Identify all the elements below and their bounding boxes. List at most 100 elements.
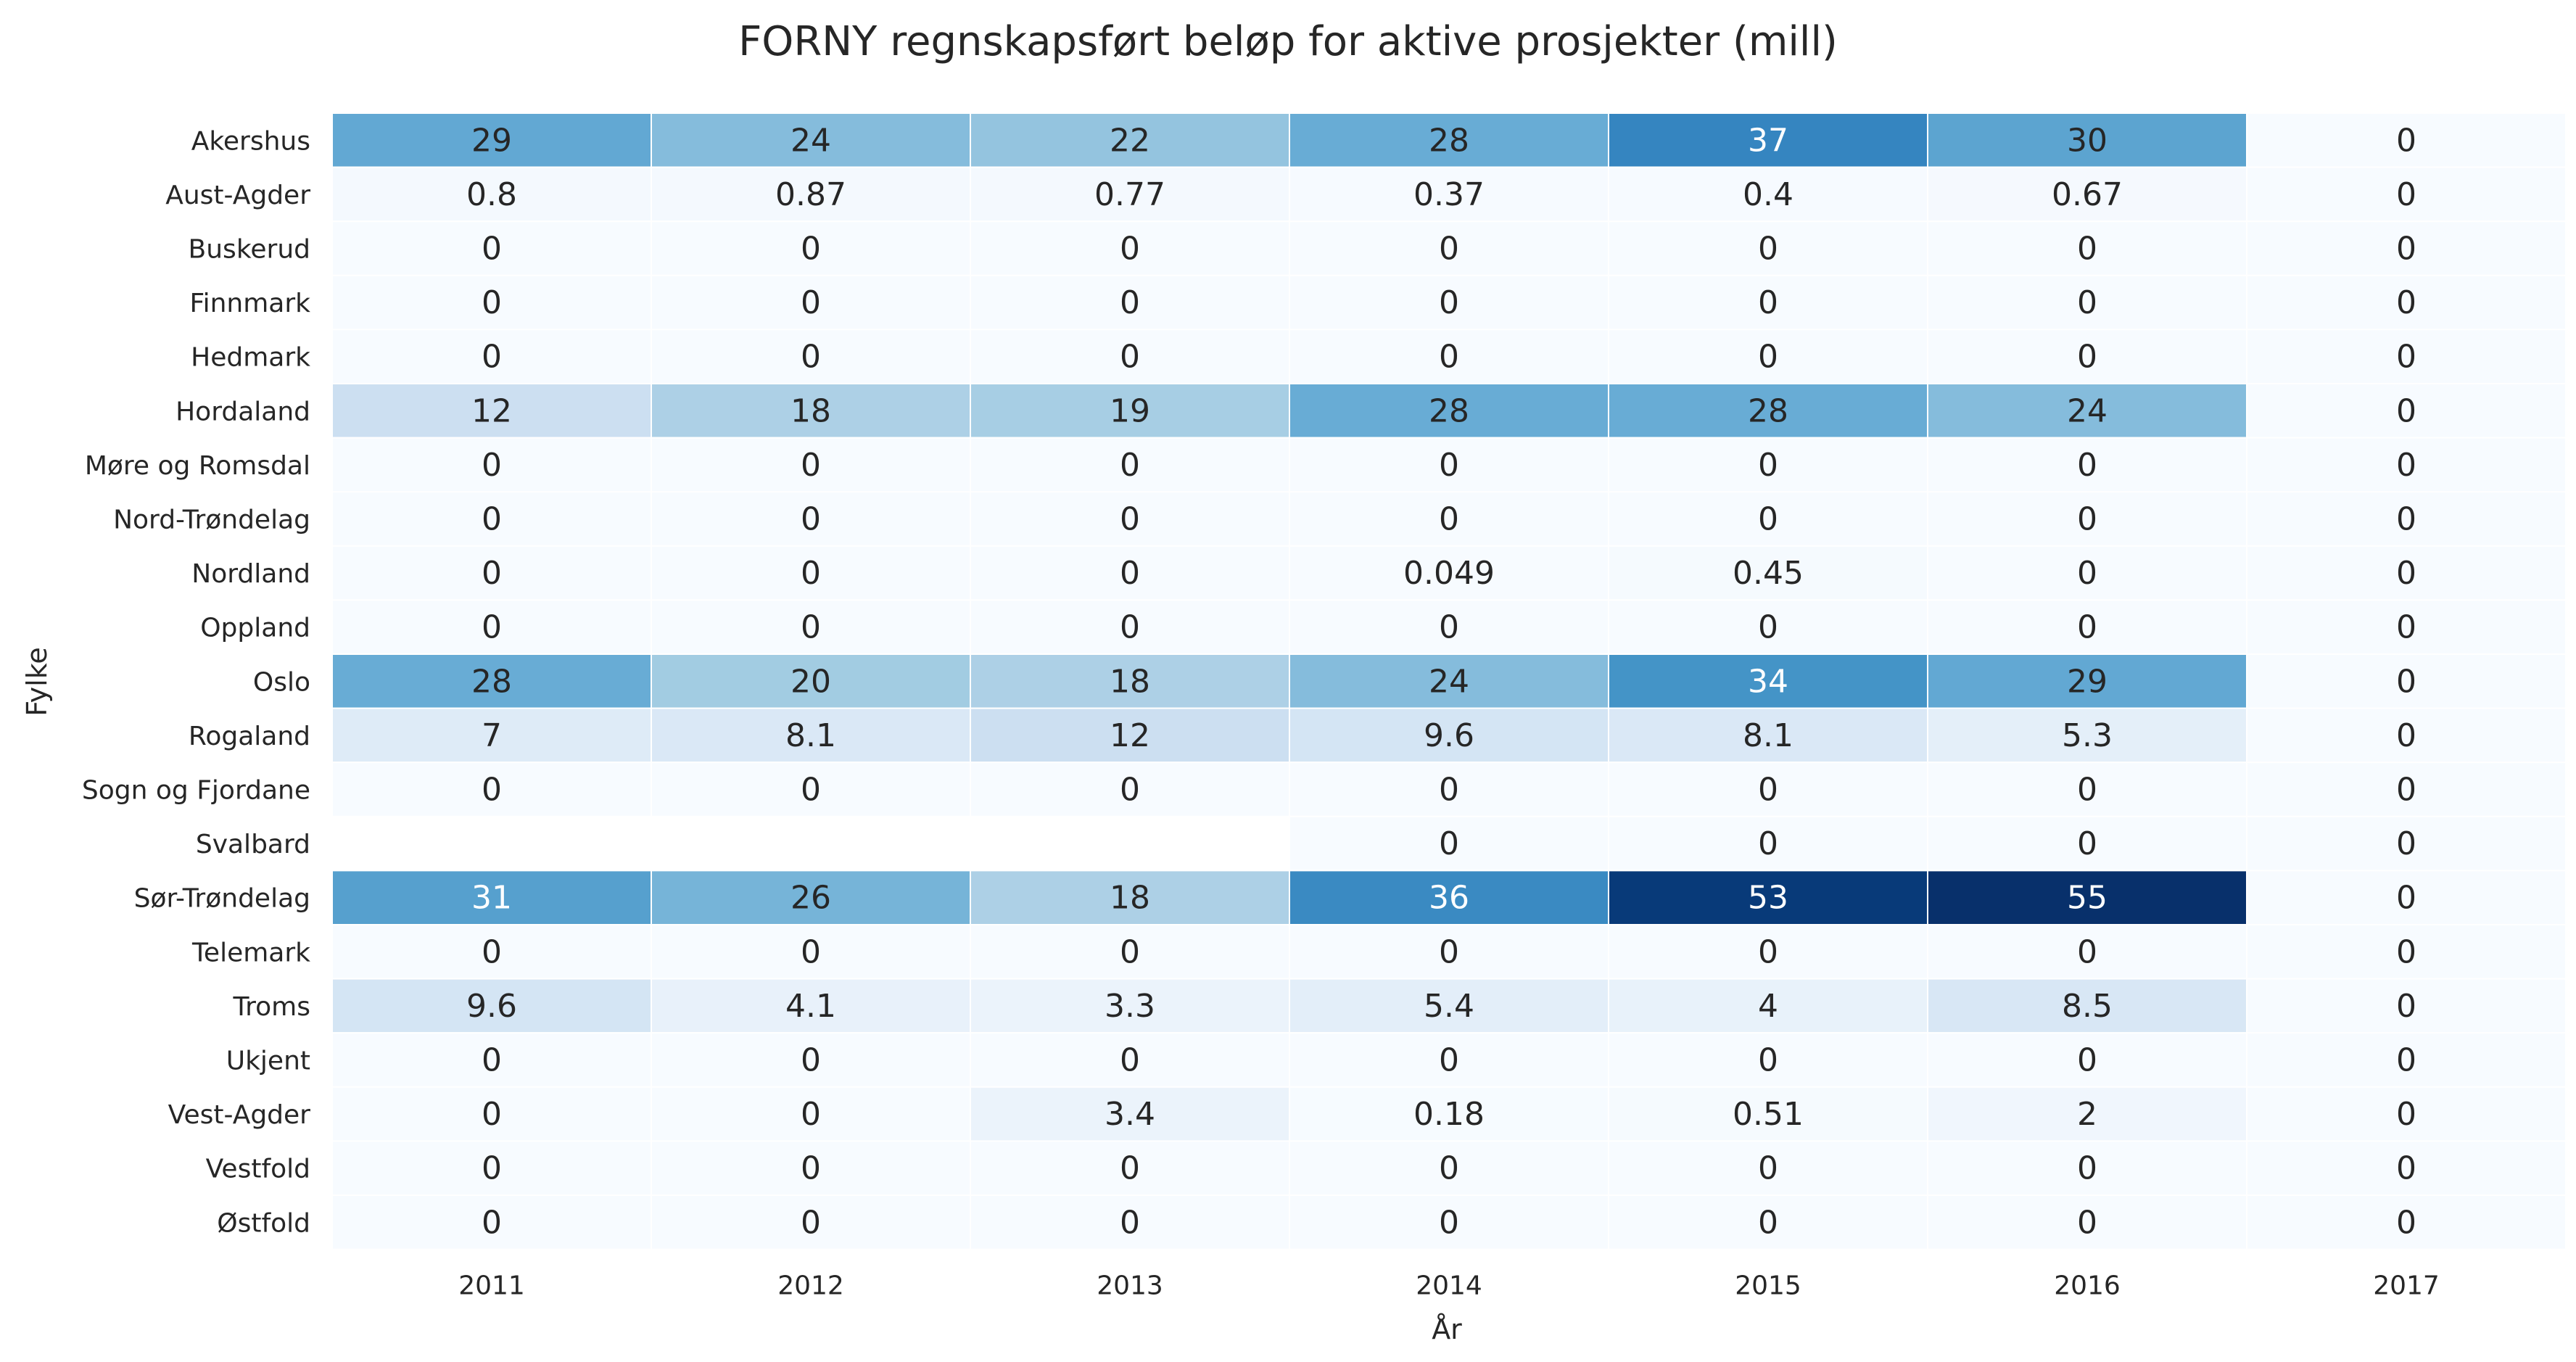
heatmap-cell-vest-agder-2017 bbox=[2246, 1086, 2567, 1142]
heatmap-cell-rogaland-2011 bbox=[331, 707, 652, 764]
cell-value-oslo-2013: 18 bbox=[1110, 663, 1150, 700]
heatmap-cell-oppland-2017 bbox=[2246, 599, 2567, 656]
cell-value-hordaland-2016: 24 bbox=[2067, 392, 2108, 429]
heatmap-cell-sor-trondelag-2011 bbox=[331, 870, 652, 926]
cell-value-rogaland-2016: 5.3 bbox=[2062, 717, 2113, 754]
y-tick-hedmark: Hedmark bbox=[191, 343, 310, 373]
heatmap-cell-nordland-2015 bbox=[1608, 545, 1928, 601]
cell-value-nord-trondelag-2016: 0 bbox=[2077, 501, 2097, 538]
cell-value-telemark-2015: 0 bbox=[1758, 933, 1778, 970]
heatmap-cell-troms-2011 bbox=[331, 978, 652, 1034]
heatmap-cell-rogaland-2017 bbox=[2246, 707, 2567, 764]
cell-value-vest-agder-2014: 0.18 bbox=[1413, 1096, 1485, 1133]
heatmap-cell-hordaland-2013 bbox=[970, 383, 1290, 439]
y-tick-ostfold: Østfold bbox=[217, 1208, 310, 1238]
heatmap-cell-akershus-2011 bbox=[331, 112, 652, 168]
cell-value-ukjent-2013: 0 bbox=[1120, 1042, 1140, 1079]
heatmap-cell-sor-trondelag-2014 bbox=[1289, 870, 1609, 926]
cell-value-hordaland-2015: 28 bbox=[1748, 392, 1788, 429]
cell-value-svalbard-2015: 0 bbox=[1758, 825, 1778, 862]
heatmap-cell-ostfold-2016 bbox=[1927, 1194, 2247, 1250]
cell-value-hedmark-2011: 0 bbox=[482, 339, 502, 376]
heatmap-cell-ostfold-2011 bbox=[331, 1194, 652, 1250]
x-tick-2011: 2011 bbox=[458, 1271, 525, 1301]
y-tick-nordland: Nordland bbox=[191, 559, 310, 589]
heatmap-cell-telemark-2013 bbox=[970, 924, 1290, 980]
cell-value-buskerud-2017: 0 bbox=[2396, 231, 2416, 268]
cell-value-rogaland-2012: 8.1 bbox=[785, 717, 836, 754]
heatmap-cell-ostfold-2015 bbox=[1608, 1194, 1928, 1250]
cell-value-ukjent-2012: 0 bbox=[801, 1042, 821, 1079]
cell-value-more-og-romsdal-2017: 0 bbox=[2396, 447, 2416, 484]
heatmap-cell-oslo-2015 bbox=[1608, 653, 1928, 709]
heatmap-cell-vest-agder-2011 bbox=[331, 1086, 652, 1142]
heatmap-cell-buskerud-2017 bbox=[2246, 220, 2567, 276]
heatmap-cell-more-og-romsdal-2015 bbox=[1608, 437, 1928, 493]
cell-value-oppland-2012: 0 bbox=[801, 609, 821, 646]
cell-value-akershus-2017: 0 bbox=[2396, 122, 2416, 159]
cell-value-hedmark-2012: 0 bbox=[801, 339, 821, 376]
cell-value-nord-trondelag-2014: 0 bbox=[1439, 501, 1459, 538]
cell-value-ostfold-2011: 0 bbox=[482, 1204, 502, 1241]
x-tick-2015: 2015 bbox=[1735, 1271, 1801, 1301]
cell-value-hordaland-2011: 12 bbox=[471, 392, 512, 429]
cell-value-more-og-romsdal-2015: 0 bbox=[1758, 447, 1778, 484]
heatmap-cell-vest-agder-2014 bbox=[1289, 1086, 1609, 1142]
cell-value-sor-trondelag-2016: 55 bbox=[2067, 880, 2108, 917]
cell-value-finnmark-2016: 0 bbox=[2077, 284, 2097, 321]
cell-value-nordland-2013: 0 bbox=[1120, 555, 1140, 592]
cell-value-sogn-og-fjordane-2016: 0 bbox=[2077, 772, 2097, 809]
cell-value-buskerud-2011: 0 bbox=[482, 231, 502, 268]
cell-value-hedmark-2015: 0 bbox=[1758, 339, 1778, 376]
cell-value-oppland-2016: 0 bbox=[2077, 609, 2097, 646]
heatmap-cell-finnmark-2012 bbox=[651, 274, 971, 331]
heatmap-cell-hordaland-2017 bbox=[2246, 383, 2567, 439]
cell-value-finnmark-2014: 0 bbox=[1439, 284, 1459, 321]
cell-value-hedmark-2017: 0 bbox=[2396, 339, 2416, 376]
cell-value-oppland-2011: 0 bbox=[482, 609, 502, 646]
cell-value-sogn-og-fjordane-2017: 0 bbox=[2396, 772, 2416, 809]
heatmap-cell-rogaland-2016 bbox=[1927, 707, 2247, 764]
cell-value-sor-trondelag-2014: 36 bbox=[1429, 880, 1469, 917]
x-axis-label: År bbox=[1432, 1313, 1462, 1345]
heatmap-cell-telemark-2016 bbox=[1927, 924, 2247, 980]
heatmap-cell-buskerud-2012 bbox=[651, 220, 971, 276]
cell-value-akershus-2015: 37 bbox=[1748, 122, 1788, 159]
cell-value-troms-2012: 4.1 bbox=[785, 988, 836, 1025]
y-tick-oppland: Oppland bbox=[200, 614, 310, 643]
cell-value-oslo-2012: 20 bbox=[790, 663, 831, 700]
cell-value-more-og-romsdal-2014: 0 bbox=[1439, 447, 1459, 484]
cell-value-sor-trondelag-2011: 31 bbox=[471, 880, 512, 917]
heatmap-cell-finnmark-2017 bbox=[2246, 274, 2567, 331]
y-tick-finnmark: Finnmark bbox=[190, 289, 311, 318]
cell-value-hedmark-2013: 0 bbox=[1120, 339, 1140, 376]
cell-value-ukjent-2015: 0 bbox=[1758, 1042, 1778, 1079]
cell-value-sogn-og-fjordane-2012: 0 bbox=[801, 772, 821, 809]
heatmap-cell-rogaland-2012 bbox=[651, 707, 971, 764]
cell-value-oslo-2017: 0 bbox=[2396, 663, 2416, 700]
cell-value-akershus-2013: 22 bbox=[1110, 122, 1150, 159]
cell-value-akershus-2014: 28 bbox=[1429, 122, 1469, 159]
cell-value-aust-agder-2014: 0.37 bbox=[1413, 176, 1485, 213]
heatmap-cell-svalbard-2017 bbox=[2246, 815, 2567, 872]
cell-value-vestfold-2017: 0 bbox=[2396, 1150, 2416, 1187]
cell-value-nordland-2014: 0.049 bbox=[1403, 555, 1495, 592]
heatmap-cell-akershus-2016 bbox=[1927, 112, 2247, 168]
cell-value-finnmark-2011: 0 bbox=[482, 284, 502, 321]
heatmap-cell-ukjent-2013 bbox=[970, 1032, 1290, 1088]
heatmap-cell-sor-trondelag-2013 bbox=[970, 870, 1290, 926]
cell-value-akershus-2012: 24 bbox=[790, 122, 831, 159]
heatmap-cell-nord-trondelag-2015 bbox=[1608, 491, 1928, 547]
heatmap-cell-oppland-2014 bbox=[1289, 599, 1609, 656]
cell-value-nordland-2011: 0 bbox=[482, 555, 502, 592]
heatmap-cell-aust-agder-2013 bbox=[970, 166, 1290, 223]
heatmap-cell-oppland-2011 bbox=[331, 599, 652, 656]
cell-value-akershus-2011: 29 bbox=[471, 122, 512, 159]
cell-value-vest-agder-2011: 0 bbox=[482, 1096, 502, 1133]
cell-value-hordaland-2012: 18 bbox=[790, 392, 831, 429]
heatmap-cell-vestfold-2014 bbox=[1289, 1140, 1609, 1197]
cell-value-ostfold-2016: 0 bbox=[2077, 1204, 2097, 1241]
heatmap-cell-akershus-2014 bbox=[1289, 112, 1609, 168]
heatmap-cell-ukjent-2014 bbox=[1289, 1032, 1609, 1088]
heatmap-cell-nord-trondelag-2016 bbox=[1927, 491, 2247, 547]
